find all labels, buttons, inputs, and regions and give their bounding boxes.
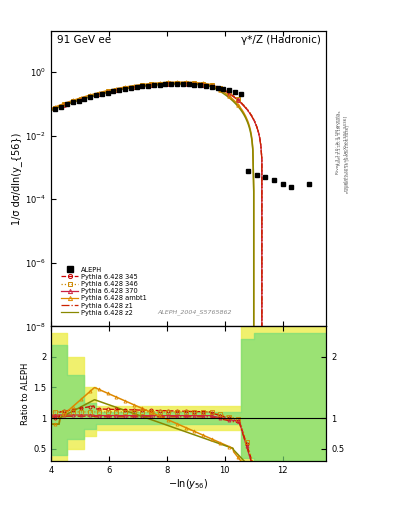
Text: mcplots.cern.ch [arXiv:1306.3436]: mcplots.cern.ch [arXiv:1306.3436] (346, 125, 350, 193)
ALEPH (186, 81, 191, 87)
ALEPH (105, 90, 110, 96)
ALEPH (246, 167, 250, 174)
Y-axis label: 1/σ dσ/dln(y_{56}): 1/σ dσ/dln(y_{56}) (11, 133, 22, 225)
Y-axis label: Ratio to ALEPH: Ratio to ALEPH (21, 362, 30, 425)
ALEPH (99, 91, 104, 97)
ALEPH (192, 81, 197, 88)
ALEPH (209, 83, 214, 90)
ALEPH (163, 81, 168, 88)
ALEPH (88, 94, 92, 100)
ALEPH (117, 87, 121, 93)
ALEPH (76, 97, 81, 103)
ALEPH (280, 181, 285, 187)
ALEPH (239, 91, 243, 97)
X-axis label: $-\ln(y_{56})$: $-\ln(y_{56})$ (168, 477, 209, 492)
ALEPH (289, 183, 294, 189)
ALEPH (82, 96, 87, 102)
ALEPH (180, 81, 185, 87)
ALEPH (233, 89, 237, 95)
ALEPH (146, 83, 151, 89)
ALEPH (65, 101, 70, 108)
ALEPH (123, 86, 127, 92)
ALEPH (227, 87, 231, 93)
Line: ALEPH: ALEPH (53, 82, 311, 189)
ALEPH (198, 82, 202, 88)
ALEPH (175, 81, 180, 87)
ALEPH (169, 81, 174, 87)
ALEPH (129, 85, 133, 91)
Text: 91 GeV ee: 91 GeV ee (57, 35, 111, 45)
ALEPH (263, 174, 268, 180)
ALEPH (140, 83, 145, 90)
ALEPH (94, 92, 98, 98)
ALEPH (221, 86, 226, 92)
ALEPH (152, 82, 156, 88)
Text: Rivet 3.1.10; ≥ 3.1M events: Rivet 3.1.10; ≥ 3.1M events (336, 113, 340, 174)
ALEPH (53, 105, 58, 112)
ALEPH (272, 177, 276, 183)
ALEPH (70, 99, 75, 105)
Text: ALEPH_2004_S5765862: ALEPH_2004_S5765862 (157, 309, 231, 314)
ALEPH (59, 103, 64, 110)
ALEPH (134, 84, 139, 90)
ALEPH (215, 84, 220, 91)
Text: γ*/Z (Hadronic): γ*/Z (Hadronic) (241, 35, 321, 45)
ALEPH (307, 181, 311, 187)
ALEPH (254, 172, 259, 178)
ALEPH (157, 82, 162, 88)
ALEPH (204, 82, 208, 89)
Text: Rivet 3.1.10; ≥ 3.1M events: Rivet 3.1.10; ≥ 3.1M events (338, 111, 342, 165)
Legend: ALEPH, Pythia 6.428 345, Pythia 6.428 346, Pythia 6.428 370, Pythia 6.428 ambt1,: ALEPH, Pythia 6.428 345, Pythia 6.428 34… (60, 265, 148, 317)
ALEPH (111, 88, 116, 94)
Text: mcplots.cern.ch [arXiv:1306.3436]: mcplots.cern.ch [arXiv:1306.3436] (344, 116, 348, 191)
